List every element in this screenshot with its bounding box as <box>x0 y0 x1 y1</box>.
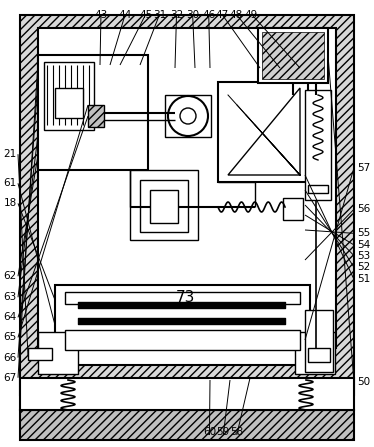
Bar <box>308 185 328 193</box>
Text: 62: 62 <box>4 271 17 281</box>
Text: 66: 66 <box>4 353 17 363</box>
Text: 45: 45 <box>139 10 153 20</box>
Bar <box>305 310 333 372</box>
Bar <box>283 198 303 220</box>
Bar <box>38 332 78 374</box>
Text: 61: 61 <box>4 178 17 188</box>
Bar <box>88 105 104 127</box>
Bar <box>38 55 148 170</box>
Bar <box>20 378 354 410</box>
Bar <box>55 88 83 118</box>
Bar <box>308 348 330 362</box>
Bar <box>55 285 310 365</box>
Bar <box>38 28 336 348</box>
Bar <box>20 15 354 395</box>
Text: 51: 51 <box>357 274 370 284</box>
Text: 30: 30 <box>186 10 199 20</box>
Text: 54: 54 <box>357 240 370 250</box>
Text: 53: 53 <box>357 251 370 261</box>
Bar <box>44 62 94 130</box>
Text: 47: 47 <box>215 10 229 20</box>
Text: 44: 44 <box>119 10 132 20</box>
Bar <box>305 90 331 200</box>
Bar <box>20 410 354 440</box>
Text: 49: 49 <box>245 10 258 20</box>
Bar <box>150 190 178 223</box>
Bar <box>130 170 198 240</box>
Text: 46: 46 <box>202 10 215 20</box>
Text: 67: 67 <box>4 373 17 383</box>
Text: 57: 57 <box>357 163 370 173</box>
Text: 48: 48 <box>229 10 243 20</box>
Text: 59: 59 <box>217 427 230 437</box>
Text: 58: 58 <box>230 427 243 437</box>
Bar <box>28 348 52 360</box>
Bar <box>258 28 328 83</box>
Polygon shape <box>228 88 300 175</box>
Text: 55: 55 <box>357 228 370 238</box>
Text: 56: 56 <box>357 204 370 214</box>
Text: 60: 60 <box>203 427 216 437</box>
Text: 43: 43 <box>94 10 108 20</box>
Text: 31: 31 <box>153 10 166 20</box>
Text: 52: 52 <box>357 262 370 272</box>
Bar <box>218 82 308 182</box>
Text: 65: 65 <box>4 333 17 342</box>
Text: 18: 18 <box>4 198 17 208</box>
Text: 64: 64 <box>4 312 17 322</box>
Bar <box>65 330 300 350</box>
Text: 63: 63 <box>4 292 17 302</box>
Bar <box>140 180 188 232</box>
Bar <box>262 32 324 79</box>
Bar <box>165 95 211 137</box>
Text: 50: 50 <box>357 377 370 387</box>
Bar <box>65 292 300 304</box>
Text: 32: 32 <box>170 10 183 20</box>
Text: 73: 73 <box>175 290 195 304</box>
Bar <box>295 332 335 374</box>
Text: 21: 21 <box>4 149 17 159</box>
